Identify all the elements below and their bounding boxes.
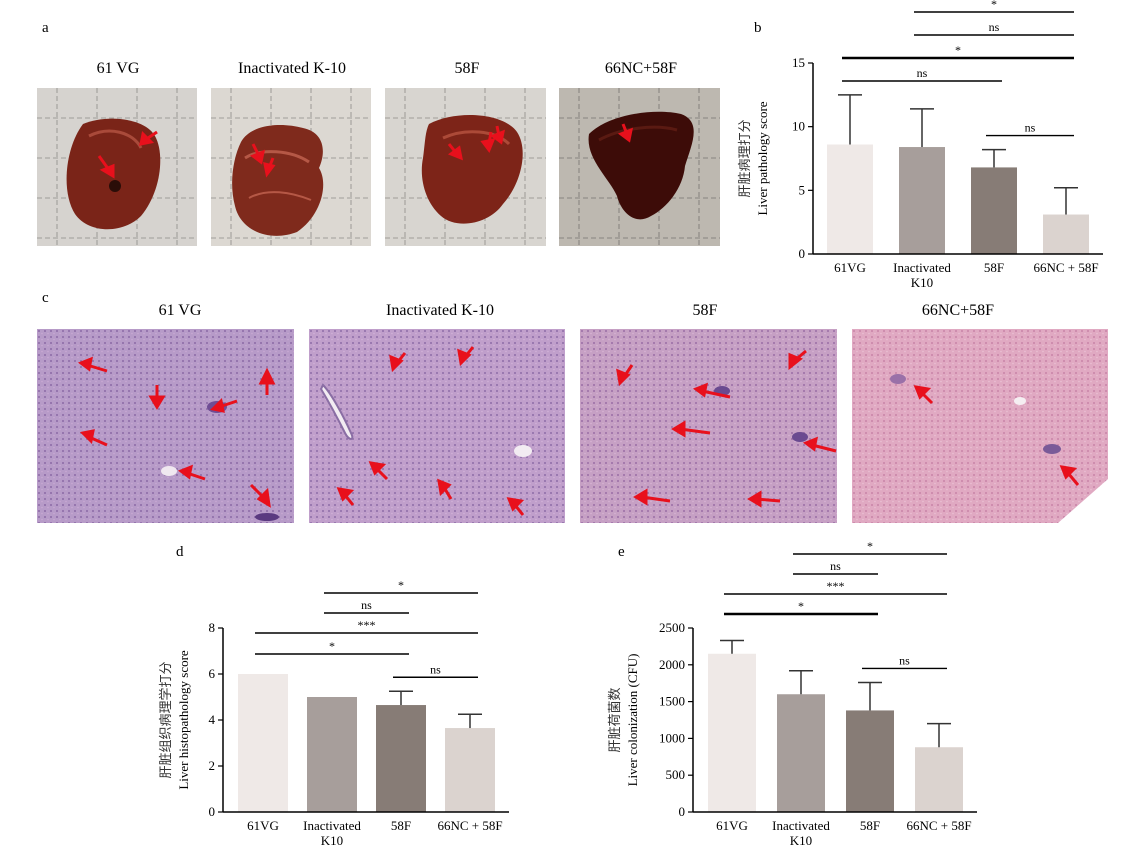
significance-label-1: ns (830, 559, 841, 573)
y-axis-label-cn: 肝脏荷菌数 (607, 687, 622, 752)
bar-3 (915, 747, 963, 812)
x-tick-label-1: Inactivated (893, 260, 951, 275)
x-tick-label-0: 61VG (247, 818, 279, 833)
significance-label-2: *** (827, 579, 845, 593)
significance-label-3: * (798, 599, 804, 613)
bar-2 (971, 167, 1017, 254)
gross-liver-photo-66nc-58f (559, 88, 720, 246)
y-tick-label: 10 (792, 119, 805, 134)
y-tick-label: 6 (209, 666, 216, 681)
y-tick-label: 0 (799, 246, 806, 261)
x-tick-label-2: 58F (984, 260, 1004, 275)
significance-label-3: ns (917, 66, 928, 80)
y-tick-label: 1000 (659, 730, 685, 745)
significance-label-0: * (398, 578, 404, 592)
histology-image-inactivated-k10 (309, 329, 565, 523)
bar-2 (846, 710, 894, 812)
significance-label-1: ns (989, 20, 1000, 34)
significance-label-4: ns (899, 653, 910, 667)
y-axis-label: Liver pathology score (755, 101, 770, 215)
x-tick-label-3: 66NC + 58F (437, 818, 502, 833)
y-axis-label-cn: 肝脏病理打分 (737, 119, 752, 197)
x-tick-label-1: K10 (321, 833, 343, 848)
significance-label-2: *** (358, 618, 376, 632)
gross-label-61vg: 61 VG (96, 60, 140, 77)
gross-liver-photo-61vg (37, 88, 197, 246)
bar-1 (777, 694, 825, 812)
panel-letter-b: b (754, 20, 762, 36)
bar-1 (899, 147, 945, 254)
y-tick-label: 2500 (659, 620, 685, 635)
y-tick-label: 2 (209, 758, 216, 773)
significance-label-3: * (329, 639, 335, 653)
bar-0 (827, 144, 873, 254)
histology-image-66nc-58f (852, 329, 1108, 523)
y-axis-label: Liver histopathology score (176, 650, 191, 790)
y-tick-label: 8 (209, 620, 216, 635)
x-tick-label-0: 61VG (834, 260, 866, 275)
panel-letter-d: d (176, 544, 184, 560)
histo-label-58f: 58F (692, 302, 718, 319)
significance-label-4: ns (430, 662, 441, 676)
gross-label-58f: 58F (454, 60, 480, 77)
bar-3 (1043, 214, 1089, 254)
histology-image-58f (580, 329, 837, 523)
x-tick-label-2: 58F (391, 818, 411, 833)
bar-2 (376, 705, 426, 812)
histo-label-61vg: 61 VG (158, 302, 202, 319)
gross-liver-photo-inactivated-k10 (211, 88, 371, 246)
histo-label-66nc-58f: 66NC+58F (921, 302, 995, 319)
x-tick-label-1: K10 (911, 275, 933, 290)
panel-letter-a: a (42, 20, 49, 36)
gross-liver-photo-58f (385, 88, 546, 246)
x-tick-label-3: 66NC + 58F (906, 818, 971, 833)
y-axis-label: Liver colonization (CFU) (625, 654, 640, 787)
bar-0 (238, 674, 288, 812)
panel-letter-e: e (618, 544, 625, 560)
x-tick-label-1: Inactivated (303, 818, 361, 833)
panel-letter-c: c (42, 290, 49, 306)
y-tick-label: 2000 (659, 657, 685, 672)
gross-label-inactivated-k10: Inactivated K-10 (238, 60, 346, 77)
y-tick-label: 15 (792, 55, 805, 70)
bar-3 (445, 728, 495, 812)
y-tick-label: 500 (666, 767, 686, 782)
significance-label-2: * (955, 43, 961, 57)
red-arrow-icon (97, 130, 158, 179)
significance-label-4: ns (1025, 121, 1036, 135)
gross-label-66nc-58f: 66NC+58F (604, 60, 678, 77)
y-tick-label: 0 (679, 804, 686, 819)
x-tick-label-3: 66NC + 58F (1033, 260, 1098, 275)
y-tick-label: 1500 (659, 694, 685, 709)
significance-label-1: ns (361, 598, 372, 612)
y-axis-label-cn: 肝脏组织病理学打分 (158, 661, 173, 778)
x-tick-label-2: 58F (860, 818, 880, 833)
bar-1 (307, 697, 357, 812)
y-tick-label: 4 (209, 712, 216, 727)
bar-0 (708, 653, 756, 812)
y-tick-label: 0 (209, 804, 216, 819)
histo-label-inactivated-k10: Inactivated K-10 (386, 302, 494, 319)
x-tick-label-0: 61VG (716, 818, 748, 833)
x-tick-label-1: K10 (790, 833, 812, 848)
x-tick-label-1: Inactivated (772, 818, 830, 833)
y-tick-label: 5 (799, 182, 806, 197)
histology-image-61vg (37, 329, 294, 523)
significance-label-0: * (867, 539, 873, 553)
significance-label-0: * (991, 0, 997, 11)
